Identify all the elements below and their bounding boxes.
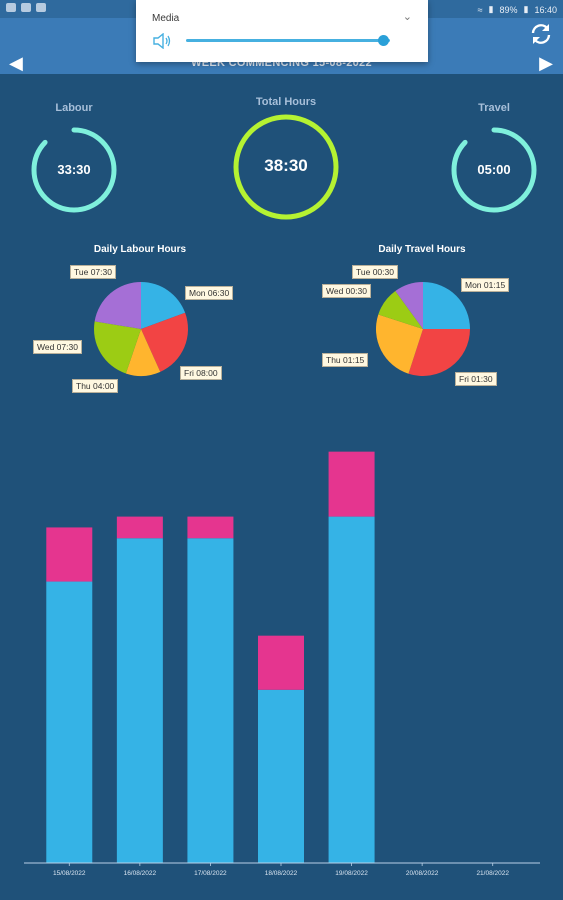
travel-pie-slice-2 <box>376 314 423 374</box>
bar-1-segment-1 <box>116 516 163 539</box>
arrow-right-icon[interactable]: ▶ <box>539 53 553 73</box>
travel-pie-chart <box>376 282 470 376</box>
bar-0-segment-1 <box>46 527 93 582</box>
labour-pie-slice-0 <box>141 282 186 329</box>
labour-callout-thu: Thu 04:00 <box>72 379 119 393</box>
travel-ring-label: Travel <box>478 102 510 114</box>
bar-3-segment-1 <box>258 635 304 690</box>
travel-callout-mon: Mon 01:15 <box>461 278 510 292</box>
media-volume-panel: Media ⌄ <box>136 0 428 62</box>
clock: 16:40 <box>534 4 557 15</box>
refresh-icon[interactable] <box>529 22 553 46</box>
bar-4-segment-0 <box>328 516 375 863</box>
travel-ring-value: 05:00 <box>477 162 511 177</box>
x-tick-label: 21/08/2022 <box>476 870 509 877</box>
battery-icon: ▮ <box>488 4 494 14</box>
battery-bar-icon: ▮ <box>523 4 529 14</box>
volume-slider-thumb[interactable] <box>378 35 390 46</box>
travel-callout-thu: Thu 01:15 <box>322 353 369 367</box>
bar-2-segment-1 <box>187 516 234 539</box>
volume-slider-track[interactable] <box>186 39 390 42</box>
travel-pie-slice-0 <box>423 282 470 329</box>
battery-level: 89% <box>499 4 518 15</box>
labour-callout-tue: Tue 07:30 <box>70 265 116 279</box>
speaker-icon[interactable] <box>152 33 172 49</box>
labour-ring-value: 33:30 <box>57 162 91 177</box>
total-ring <box>233 114 339 220</box>
bar-3-segment-0 <box>258 689 304 863</box>
labour-callout-fri: Fri 08:00 <box>180 366 222 380</box>
labour-ring-arc <box>31 127 117 213</box>
status-notification-icons <box>6 3 46 12</box>
total-ring-value: 38:30 <box>264 156 308 175</box>
travel-ring <box>451 127 537 213</box>
labour-pie-slice-4 <box>94 282 141 329</box>
bar-4-segment-1 <box>328 451 375 517</box>
x-tick-label: 20/08/2022 <box>406 870 439 877</box>
media-title: Media <box>152 13 180 24</box>
travel-pie-slice-3 <box>378 290 423 329</box>
total-ring-arc <box>233 114 339 220</box>
bar-1-segment-0 <box>116 538 163 863</box>
labour-ring-label: Labour <box>55 102 93 114</box>
wifi-icon: ≈ <box>477 4 483 15</box>
travel-callout-fri: Fri 01:30 <box>455 372 497 386</box>
labour-ring <box>31 127 117 213</box>
labour-pie-title: Daily Labour Hours <box>93 244 187 255</box>
daily-hours-bar-chart: 15/08/2022 16/08/2022 17/08/2022 18/08/2022… <box>24 451 540 877</box>
x-tick-label: 18/08/2022 <box>265 870 298 877</box>
travel-ring-arc <box>451 127 537 213</box>
labour-pie-chart <box>94 282 188 376</box>
travel-callout-tue: Tue 00:30 <box>352 265 398 279</box>
chevron-down-icon[interactable]: ⌄ <box>402 11 412 23</box>
total-ring-label: Total Hours <box>255 96 317 108</box>
travel-callout-wed: Wed 00:30 <box>322 284 371 298</box>
labour-pie-slice-2 <box>125 329 161 376</box>
status-system-icons: ≈ ▮ 89% ▮ 16:40 <box>478 4 557 15</box>
x-tick-label: 16/08/2022 <box>124 870 157 877</box>
travel-pie-slice-1 <box>408 329 470 376</box>
x-tick-label: 19/08/2022 <box>335 870 368 877</box>
x-tick-label: 17/08/2022 <box>194 870 227 877</box>
gallery-icon <box>6 3 16 12</box>
arrow-left-icon[interactable]: ◀ <box>9 53 23 73</box>
travel-pie-title: Daily Travel Hours <box>378 244 466 255</box>
bar-2-segment-0 <box>187 538 234 863</box>
x-tick-label: 15/08/2022 <box>53 870 86 877</box>
labour-pie-slice-1 <box>141 312 188 372</box>
app-icon <box>21 3 31 12</box>
labour-callout-wed: Wed 07:30 <box>33 340 82 354</box>
labour-pie-slice-3 <box>94 321 141 374</box>
labour-callout-mon: Mon 06:30 <box>185 286 234 300</box>
travel-pie-slice-4 <box>395 282 423 329</box>
bar-0-segment-0 <box>46 581 93 863</box>
cloud-icon <box>36 3 46 12</box>
